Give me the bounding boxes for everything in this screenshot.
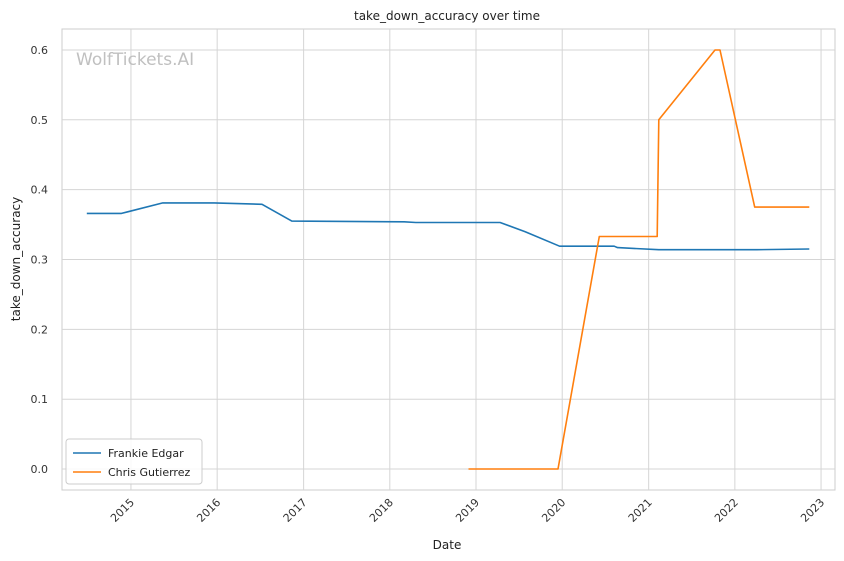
y-tick-label: 0.3 [31,254,49,267]
x-tick-label: 2016 [194,496,223,525]
x-axis-label: Date [433,538,462,552]
y-tick-label: 0.4 [31,184,49,197]
y-tick-label: 0.6 [31,44,49,57]
x-tick-label: 2017 [281,496,310,525]
legend-label-chris-gutierrez: Chris Gutierrez [108,466,190,479]
x-tick-label: 2023 [798,496,827,525]
y-tick-label: 0.1 [31,393,49,406]
y-axis-label: take_down_accuracy [9,197,23,321]
x-tick-label: 2015 [108,496,137,525]
x-tick-label: 2022 [712,496,741,525]
y-tick-label: 0.5 [31,114,49,127]
y-tick-label: 0.2 [31,323,49,336]
series-line-frankie-edgar [86,202,810,251]
watermark-text: WolfTickets.AI [76,50,194,70]
y-tick-label: 0.0 [31,463,49,476]
legend: Frankie Edgar Chris Gutierrez [65,438,203,485]
legend-label-frankie-edgar: Frankie Edgar [108,447,184,460]
x-tick-label: 2020 [539,496,568,525]
x-tick-label: 2019 [453,496,482,525]
chart-title: take_down_accuracy over time [354,9,540,23]
x-tick-label: 2021 [626,496,655,525]
series-line-chris-gutierrez [468,49,810,470]
x-tick-label: 2018 [367,496,396,525]
series-group [86,49,810,470]
